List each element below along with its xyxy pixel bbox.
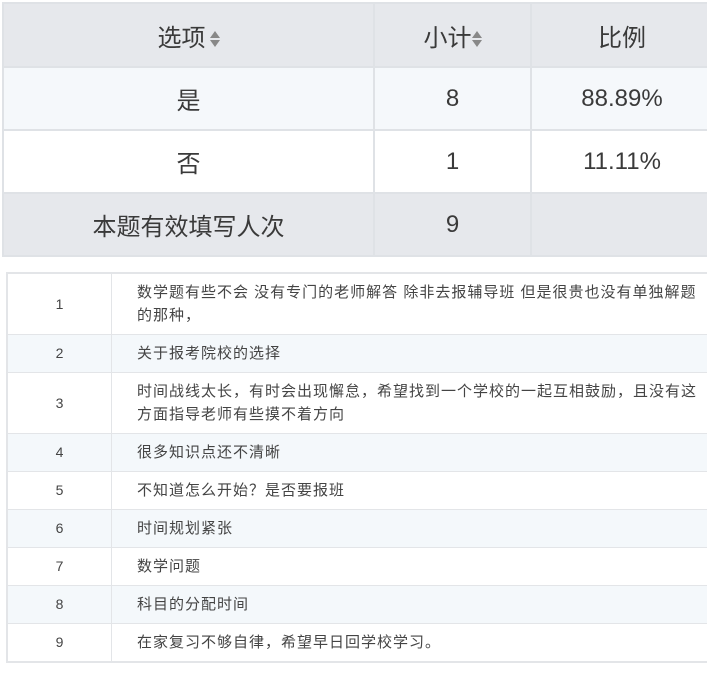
- header-subtotal[interactable]: 小计: [373, 2, 532, 68]
- header-option[interactable]: 选项: [2, 2, 375, 68]
- subtotal-cell: 8: [373, 66, 532, 131]
- answer-index: 4: [6, 433, 112, 472]
- total-ratio: [530, 192, 707, 257]
- answer-index: 8: [6, 585, 112, 624]
- summary-table: 选项 小计 比例 是 8 88.89% 否 1 11.11% 本题有效填写人次 …: [2, 2, 707, 257]
- ratio-cell: 88.89%: [530, 66, 707, 131]
- answer-text: 在家复习不够自律，希望早日回学校学习。: [111, 623, 707, 663]
- ratio-cell: 11.11%: [530, 129, 707, 194]
- table-row: 否 1 11.11%: [2, 129, 707, 194]
- total-label: 本题有效填写人次: [2, 192, 375, 257]
- summary-header-row: 选项 小计 比例: [2, 2, 707, 68]
- table-row: 5 不知道怎么开始？是否要报班: [6, 471, 707, 510]
- answer-text: 数学问题: [111, 547, 707, 586]
- total-value: 9: [373, 192, 532, 257]
- sort-icon[interactable]: [209, 30, 220, 48]
- table-row: 7 数学问题: [6, 547, 707, 586]
- option-cell: 否: [2, 129, 375, 194]
- table-row: 6 时间规划紧张: [6, 509, 707, 548]
- table-row: 是 8 88.89%: [2, 66, 707, 131]
- answer-index: 3: [6, 372, 112, 434]
- answer-text: 时间规划紧张: [111, 509, 707, 548]
- answer-index: 7: [6, 547, 112, 586]
- answer-text: 科目的分配时间: [111, 585, 707, 624]
- table-row: 3 时间战线太长，有时会出现懈怠，希望找到一个学校的一起互相鼓励，且没有这方面指导…: [6, 372, 707, 434]
- answer-index: 2: [6, 334, 112, 373]
- answer-text: 时间战线太长，有时会出现懈怠，希望找到一个学校的一起互相鼓励，且没有这方面指导老…: [111, 372, 707, 434]
- table-row: 9 在家复习不够自律，希望早日回学校学习。: [6, 623, 707, 663]
- answer-text: 数学题有些不会 没有专门的老师解答 除非去报辅导班 但是很贵也没有单独解题的那种…: [111, 272, 707, 335]
- answer-text: 不知道怎么开始？是否要报班: [111, 471, 707, 510]
- total-row: 本题有效填写人次 9: [2, 192, 707, 257]
- table-row: 8 科目的分配时间: [6, 585, 707, 624]
- answer-text: 关于报考院校的选择: [111, 334, 707, 373]
- answer-text: 很多知识点还不清晰: [111, 433, 707, 472]
- answer-index: 1: [6, 272, 112, 335]
- answer-index: 6: [6, 509, 112, 548]
- answers-table: 1 数学题有些不会 没有专门的老师解答 除非去报辅导班 但是很贵也没有单独解题的那…: [6, 272, 707, 663]
- answer-index: 5: [6, 471, 112, 510]
- table-row: 1 数学题有些不会 没有专门的老师解答 除非去报辅导班 但是很贵也没有单独解题的那…: [6, 272, 707, 335]
- sort-icon[interactable]: [471, 30, 482, 48]
- answer-index: 9: [6, 623, 112, 663]
- option-cell: 是: [2, 66, 375, 131]
- table-row: 2 关于报考院校的选择: [6, 334, 707, 373]
- header-ratio: 比例: [530, 2, 707, 68]
- subtotal-cell: 1: [373, 129, 532, 194]
- table-row: 4 很多知识点还不清晰: [6, 433, 707, 472]
